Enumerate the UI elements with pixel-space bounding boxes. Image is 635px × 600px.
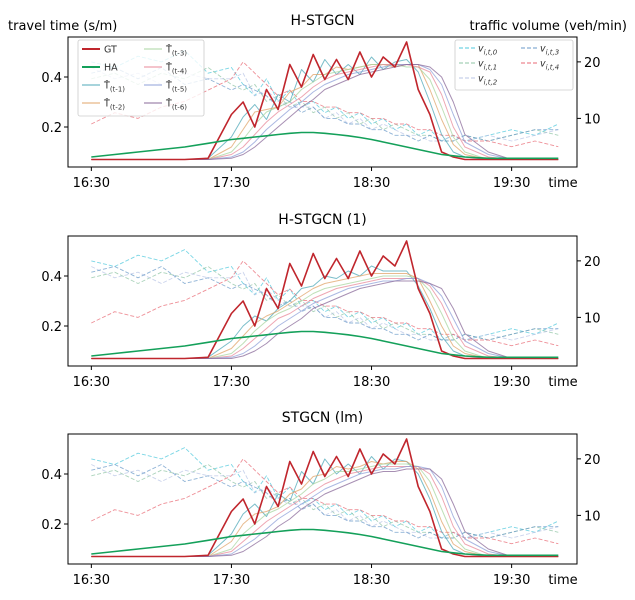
series-line-gt (91, 41, 559, 161)
x-tick-label: 18:30 (353, 375, 390, 390)
legend-label: T̂(t-3) (165, 44, 187, 58)
y-left-tick-label: 0.2 (41, 518, 62, 533)
series-line-v-i-t-3 (91, 67, 559, 142)
series-line-gt (91, 240, 559, 360)
series-line-t-t-4 (91, 278, 559, 359)
legend-label: T̂(t-4) (165, 62, 187, 76)
plot-frame (67, 235, 578, 367)
x-tick-label: 16:30 (73, 573, 110, 588)
left-axis-label: travel time (s/m) (8, 19, 117, 34)
x-tick-label: 16:30 (73, 375, 110, 390)
series-line-ha (91, 528, 559, 557)
series-line-t-t-5 (91, 278, 559, 359)
series-line-gt (91, 438, 559, 558)
chart-panel-2: H-STGCN (1) 16:30 17:30 18:30 19:30 time 0.2 0.… (41, 212, 600, 390)
series-line-t-t-6 (91, 64, 559, 160)
legend-right-box (454, 39, 574, 91)
y-left-tick-label: 0.4 (41, 270, 62, 285)
y-left-tick-label: 0.2 (41, 320, 62, 335)
series-line-v-i-t-3 (91, 266, 559, 341)
x-tick-label: 18:30 (353, 176, 390, 191)
series-line-t-t-2 (91, 273, 559, 359)
x-axis-label: time (548, 573, 577, 588)
x-tick-label: 17:30 (213, 375, 250, 390)
x-tick-label: 16:30 (73, 176, 110, 191)
x-tick-label: 17:30 (213, 573, 250, 588)
y-right-tick-label: 20 (584, 56, 601, 71)
legend-label: vi,t,1 (478, 59, 497, 72)
chart-panel-3: STGCN (lm) 16:30 17:30 18:30 19:30 time 0.2 0.4… (41, 410, 600, 588)
y-left-tick-label: 0.2 (41, 121, 62, 136)
legend-label: vi,t,0 (478, 44, 498, 57)
series-line-v-i-t-4 (91, 61, 559, 148)
series-line-t-t-4 (91, 466, 559, 557)
legend-right: vi,t,0 vi,t,1 vi,t,2 vi,t,3 vi,t,4 (454, 39, 574, 91)
y-right-tick-label: 10 (584, 509, 601, 524)
legend-label: T̂(t-2) (103, 98, 125, 112)
series-line-v-i-t-0 (91, 447, 559, 539)
legend-label: HA (104, 63, 118, 74)
right-axis-label: traffic volume (veh/min) (469, 19, 627, 34)
x-tick-label: 19:30 (493, 176, 530, 191)
chart-title: H-STGCN (1) (278, 212, 366, 228)
y-left-tick-label: 0.4 (41, 71, 62, 86)
series-line-t-t-3 (91, 275, 559, 359)
series-line-t-t-6 (91, 280, 559, 359)
legend-label: vi,t,4 (540, 59, 559, 72)
chart-panel-1: H-STGCN 16:30 17:30 18:30 19:30 time 0.2 0.4 10 2… (41, 13, 600, 191)
series-line-t-t-6 (91, 468, 559, 557)
chart-title: H-STGCN (290, 13, 354, 29)
series-line-v-i-t-4 (91, 458, 559, 545)
legend-label: T̂(t-1) (103, 80, 125, 94)
plot-frame (67, 36, 578, 168)
series-line-v-i-t-4 (91, 260, 559, 347)
x-tick-label: 18:30 (353, 573, 390, 588)
series-line-t-t-1 (91, 456, 559, 557)
x-axis-label: time (548, 375, 577, 390)
y-left-tick-label: 0.4 (41, 468, 62, 483)
series-line-t-t-1 (91, 265, 559, 359)
legend-label: vi,t,3 (540, 44, 559, 57)
chart-title: STGCN (lm) (282, 410, 363, 426)
y-right-tick-label: 20 (584, 255, 601, 270)
series-line-t-t-3 (91, 463, 559, 557)
y-right-tick-label: 10 (584, 311, 601, 326)
x-tick-label: 17:30 (213, 176, 250, 191)
series-line-ha (91, 131, 559, 160)
legend-label: T̂(t-6) (165, 98, 187, 112)
y-right-tick-label: 20 (584, 453, 601, 468)
series-line-v-i-t-0 (91, 249, 559, 341)
series-line-t-t-5 (91, 466, 559, 557)
series-line-v-i-t-3 (91, 464, 559, 539)
legend-label: vi,t,2 (478, 74, 498, 87)
legend-left-box (77, 39, 205, 117)
y-right-tick-label: 10 (584, 112, 601, 127)
x-axis-label: time (548, 176, 577, 191)
legend-left: GT HA T̂(t-1) T̂(t-2) T̂(t-3) T̂(t-4) T̂(t-5) T… (77, 39, 205, 117)
legend-label: GT (104, 45, 117, 56)
plot-frame (67, 433, 578, 565)
x-tick-label: 19:30 (493, 375, 530, 390)
series-line-ha (91, 330, 559, 359)
legend-label: T̂(t-5) (165, 80, 187, 94)
x-tick-label: 19:30 (493, 573, 530, 588)
